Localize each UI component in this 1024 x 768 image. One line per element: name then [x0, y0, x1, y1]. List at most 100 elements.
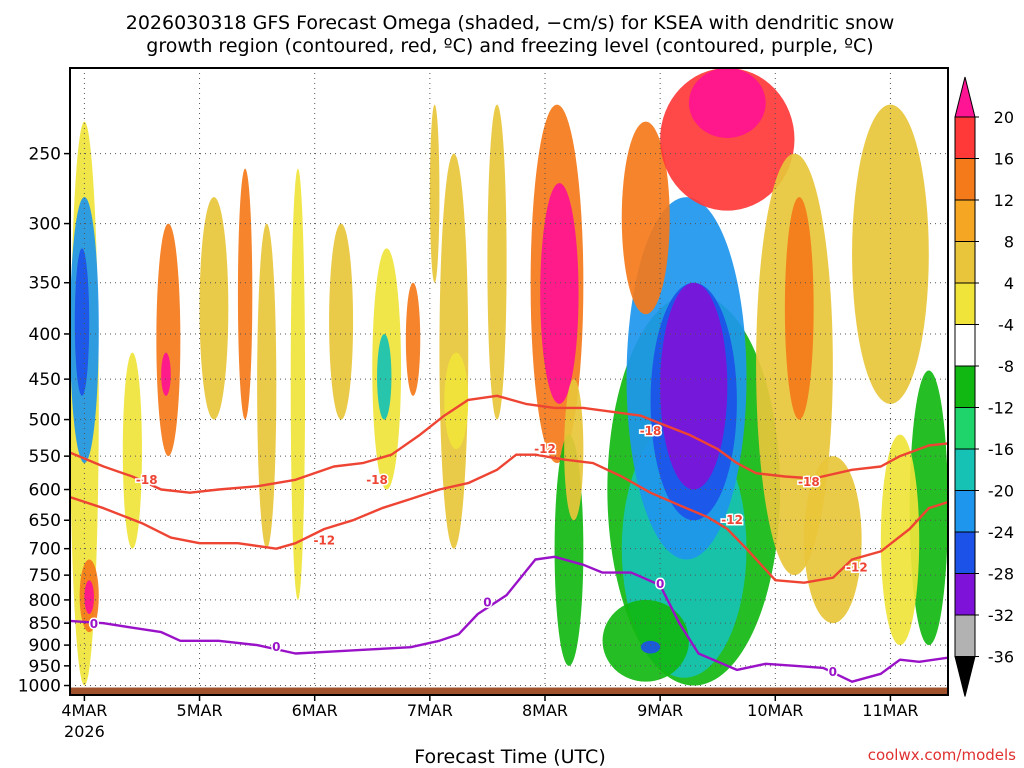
y-tick-label: 1000 [18, 677, 61, 697]
colorbar-label: -28 [988, 565, 1014, 584]
colorbar-segment [954, 531, 976, 574]
contour-label: -12 [313, 533, 335, 547]
colorbar-label: -32 [988, 606, 1014, 625]
omega-shaded-region [564, 379, 584, 521]
contour-label: 0 [90, 617, 98, 631]
omega-shaded-region [660, 282, 728, 490]
colorbar-label: -16 [988, 440, 1014, 459]
x-tick-label: 10MAR [747, 701, 803, 720]
x-tick-label: 6MAR [292, 701, 338, 720]
y-tick-label: 250 [29, 145, 61, 165]
x-tick-label: 9MAR [637, 701, 683, 720]
omega-shaded-region [439, 153, 469, 549]
colorbar-segment [954, 448, 976, 491]
colorbar-segment [954, 199, 976, 242]
contour-label: 0 [272, 640, 280, 654]
colorbar-label: 20 [994, 108, 1014, 127]
contour-label: -12 [846, 560, 868, 574]
terrain-band [70, 687, 948, 695]
colorbar-segment [954, 365, 976, 408]
colorbar-segment [954, 282, 976, 325]
y-tick-label: 650 [29, 511, 61, 531]
colorbar-label: 8 [1004, 233, 1014, 252]
credit-link[interactable]: coolwx.com/models [868, 746, 1016, 764]
x-axis-label: Forecast Time (UTC) [414, 746, 605, 768]
y-axis: 2503003504004505005506006507007508008509… [18, 145, 70, 697]
colorbar-label: -12 [988, 399, 1014, 418]
y-tick-label: 700 [29, 540, 61, 560]
contour-label: -18 [136, 473, 158, 487]
omega-shaded-region [688, 68, 766, 138]
colorbar-segment [954, 614, 976, 657]
omega-shaded-region [329, 223, 354, 420]
y-tick-label: 600 [29, 481, 61, 501]
omega-shaded-region [156, 223, 181, 457]
contour-layer: -18 -18 -18 -18 -12 -12 -12 -12 0 0 0 0 0 [70, 394, 948, 683]
colorbar-segment [954, 490, 976, 533]
colorbar-label: -20 [988, 482, 1014, 501]
colorbar-label: 4 [1004, 274, 1014, 293]
omega-shaded-region [237, 168, 253, 420]
contour-label: 0 [829, 665, 837, 679]
contour-label: -12 [534, 442, 556, 456]
y-tick-label: 450 [29, 370, 61, 390]
contour-label: -12 [721, 513, 743, 527]
omega-shaded-region [444, 352, 469, 450]
y-tick-label: 350 [29, 274, 61, 294]
omega-shaded-region [122, 352, 142, 549]
colorbar-label: 16 [994, 150, 1014, 169]
omega-shaded-region [84, 580, 94, 615]
x-axis-year-label: 2026 [64, 722, 105, 741]
contour-label: -18 [798, 475, 820, 489]
x-axis: 4MAR 5MAR 6MAR 7MAR 8MAR 9MAR 10MAR 11MAR 2026 [61, 695, 919, 741]
omega-shaded-region [257, 223, 277, 549]
colorbar-segment [954, 407, 976, 450]
x-tick-label: 11MAR [862, 701, 918, 720]
omega-shaded-region [74, 248, 90, 396]
omega-shaded-region [487, 104, 507, 420]
omega-shaded-region [602, 599, 689, 682]
colorbar-segment [954, 324, 976, 367]
omega-shaded-region [405, 282, 421, 396]
colorbar-top-arrow [954, 76, 976, 118]
omega-shaded-region [540, 183, 579, 404]
contour-label: -18 [366, 473, 388, 487]
omega-shaded-region [161, 352, 171, 396]
omega-shaded-region [640, 640, 661, 654]
y-tick-label: 950 [29, 657, 61, 677]
y-tick-label: 850 [29, 614, 61, 634]
colorbar-label: -36 [988, 648, 1014, 667]
chart-title-line-1: 2026030318 GFS Forecast Omega (shaded, −… [126, 12, 895, 34]
colorbar-legend: 20 16 12 8 4 -4 -8 -12 -16 -20 -24 -28 -32 -36 [954, 76, 1014, 697]
omega-shaded-region [429, 104, 440, 283]
contour-label: 0 [656, 577, 664, 591]
chart-title-line-2: growth region (contoured, red, ºC) and f… [146, 35, 873, 57]
y-tick-label: 400 [29, 325, 61, 345]
colorbar-label: 12 [994, 191, 1014, 210]
omega-shaded-region [377, 333, 392, 420]
colorbar-segment [954, 573, 976, 616]
colorbar-segment [954, 241, 976, 284]
colorbar-segment [954, 158, 976, 201]
y-tick-label: 500 [29, 411, 61, 431]
y-tick-label: 300 [29, 215, 61, 235]
plot-frame [69, 67, 949, 696]
plot-area: -18 -18 -18 -18 -12 -12 -12 -12 0 0 0 0 0 [69, 67, 949, 696]
contour-label: -18 [640, 424, 662, 438]
x-tick-label: 5MAR [177, 701, 223, 720]
contour-line-0 [70, 555, 948, 683]
omega-shaded-region [199, 197, 229, 420]
omega-shading-layer [70, 68, 948, 686]
contour-line-minus18 [70, 394, 948, 494]
omega-shaded-region [880, 434, 920, 646]
omega-shaded-region [784, 197, 814, 420]
y-tick-label: 800 [29, 591, 61, 611]
omega-shaded-region [852, 104, 929, 404]
colorbar-label: -24 [988, 523, 1014, 542]
omega-shaded-region [290, 168, 306, 600]
x-tick-label: 8MAR [522, 701, 568, 720]
y-tick-label: 550 [29, 447, 61, 467]
colorbar-segment [954, 116, 976, 159]
contour-label: 0 [483, 595, 491, 609]
